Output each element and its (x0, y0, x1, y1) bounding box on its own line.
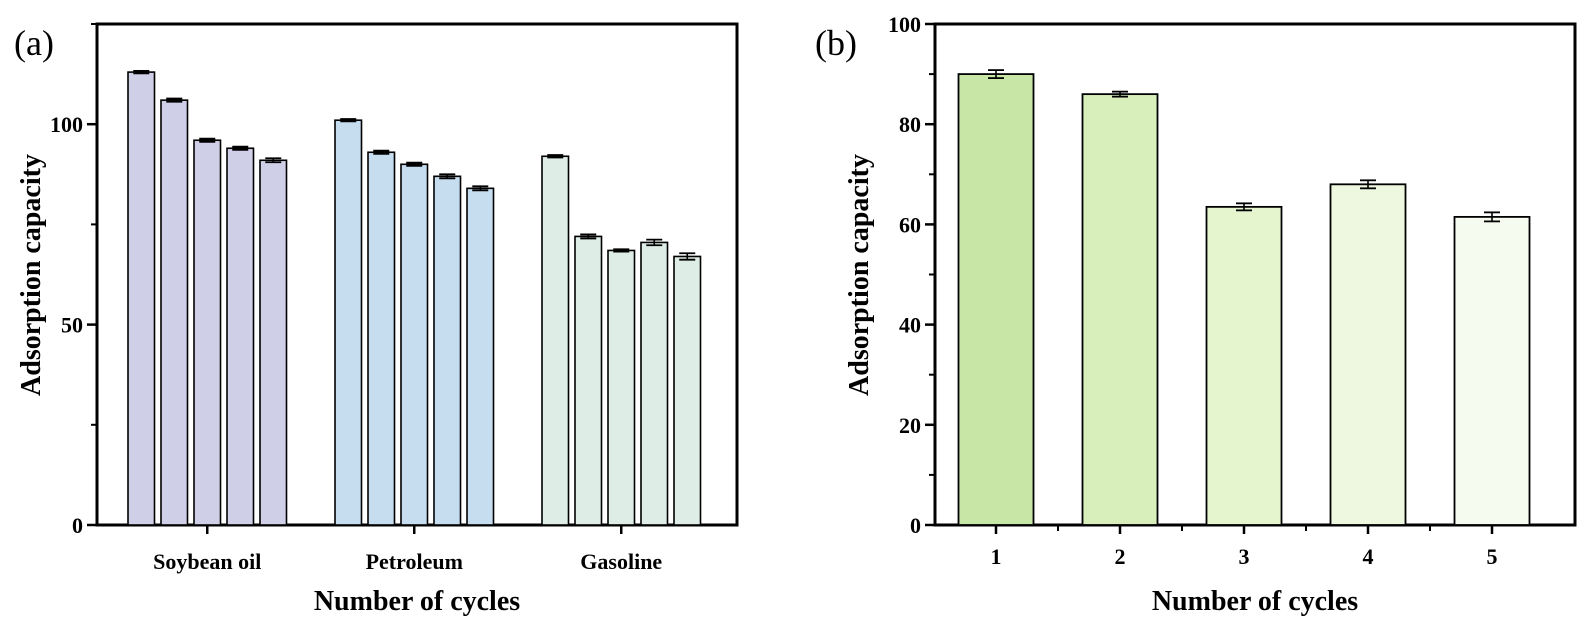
panel-a-y-axis-title: Adsorption capacity (16, 154, 47, 396)
x-category-label: 4 (1363, 544, 1374, 569)
bar (1205, 205, 1283, 526)
bar (1329, 183, 1407, 526)
bar (160, 99, 189, 526)
bar (433, 175, 462, 526)
y-tick-label: 20 (899, 413, 921, 438)
y-tick-label: 50 (61, 313, 83, 338)
y-tick-label: 100 (888, 12, 921, 37)
y-tick-label: 80 (899, 112, 921, 137)
x-category-label: Gasoline (580, 549, 662, 574)
bar (367, 151, 396, 526)
y-tick-label: 40 (899, 313, 921, 338)
bar (1081, 93, 1159, 526)
panel-a-y-axis: 0 50 100 (50, 23, 97, 538)
bar (541, 155, 570, 526)
bar (127, 71, 156, 526)
x-category-label: 2 (1115, 544, 1126, 569)
panel-b-x-axis: 1 2 3 4 5 (991, 525, 1498, 569)
bar (259, 159, 288, 526)
panel-a-x-axis: Soybean oil Petroleum Gasoline (153, 525, 662, 574)
bar (1453, 215, 1531, 526)
panel-a-bars (127, 69, 702, 526)
y-tick-label: 100 (50, 112, 83, 137)
x-category-label: Soybean oil (153, 549, 261, 574)
bar (673, 255, 702, 526)
y-tick-label: 0 (72, 513, 83, 538)
bar (957, 73, 1035, 526)
x-category-label: 1 (991, 544, 1002, 569)
y-tick-label: 60 (899, 212, 921, 237)
panel-a-x-axis-title: Number of cycles (314, 586, 520, 617)
bar (193, 139, 222, 526)
bar (334, 119, 363, 526)
panel-b-tag: (b) (815, 23, 857, 63)
bar (607, 249, 636, 526)
panel-b-x-axis-title: Number of cycles (1152, 586, 1358, 617)
bar (226, 147, 255, 526)
panel-a-tag: (a) (14, 23, 54, 63)
bar (574, 235, 603, 526)
panel-b-y-axis: 0 20 40 60 80 100 (888, 12, 935, 538)
bar (466, 187, 495, 526)
x-category-label: 5 (1487, 544, 1498, 569)
panel-b-bars (957, 69, 1531, 526)
y-tick-label: 0 (910, 513, 921, 538)
bar (640, 241, 669, 526)
bar (400, 163, 429, 526)
x-category-label: Petroleum (366, 549, 463, 574)
panel-b-y-axis-title: Adsorption capacity (844, 154, 875, 396)
x-category-label: 3 (1239, 544, 1250, 569)
